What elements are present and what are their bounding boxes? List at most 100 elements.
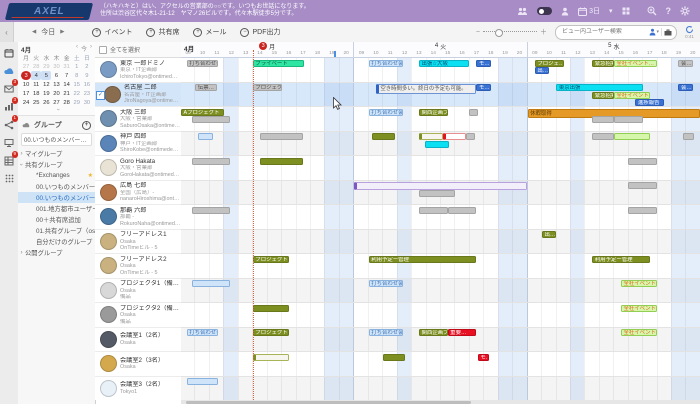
hour-cell[interactable] [656, 254, 671, 278]
hour-cell[interactable] [598, 254, 613, 278]
hour-cell[interactable] [483, 58, 497, 82]
hour-cell[interactable] [468, 303, 483, 327]
hour-cell[interactable] [367, 278, 382, 302]
hour-cell[interactable] [541, 376, 555, 400]
calendar-event[interactable]: 関西企画プ… [418, 329, 448, 336]
hour-cell[interactable] [181, 352, 194, 376]
hour-cell[interactable] [642, 205, 656, 229]
calendar-event[interactable]: プロジェクト… [252, 329, 289, 336]
hour-cell[interactable] [541, 180, 555, 204]
hour-cell[interactable] [454, 352, 468, 376]
mini-calendar-day[interactable]: 20 [53, 90, 60, 97]
hour-cell[interactable] [266, 205, 281, 229]
hour-cell[interactable] [252, 205, 266, 229]
calendar-event[interactable]: モ… [476, 84, 491, 91]
calendar-event[interactable] [383, 353, 405, 361]
hour-cell[interactable] [555, 327, 570, 351]
mini-calendar-expand[interactable]: › [54, 108, 60, 111]
hour-cell[interactable] [685, 254, 700, 278]
hour-cell[interactable] [382, 327, 396, 351]
calendar-event[interactable]: 出… [534, 67, 550, 74]
calendar-event[interactable]: モ… [477, 353, 490, 361]
hour-cell[interactable] [468, 254, 483, 278]
hour-cell[interactable] [613, 205, 627, 229]
person-icon[interactable] [561, 7, 569, 16]
mini-calendar-day[interactable]: 28 [63, 99, 70, 106]
statistics-module-icon[interactable]: 3 [0, 97, 18, 114]
hour-cell[interactable] [656, 205, 671, 229]
hour-cell[interactable] [382, 205, 396, 229]
hour-cell[interactable] [497, 254, 513, 278]
hour-cell[interactable] [411, 229, 425, 253]
zoom-in-icon[interactable]: ＋ [540, 29, 547, 36]
hour-cell[interactable] [541, 205, 555, 229]
hour-cell[interactable] [483, 82, 497, 106]
hour-cell[interactable] [367, 303, 382, 327]
hour-cell[interactable] [194, 278, 208, 302]
hour-cell[interactable] [252, 82, 266, 106]
hour-cell[interactable] [598, 376, 613, 400]
calendar-event[interactable] [418, 206, 448, 214]
hour-cell[interactable] [309, 180, 324, 204]
mini-calendar-day[interactable]: 29 [43, 63, 50, 70]
hour-cell[interactable] [281, 180, 295, 204]
calendar-module-icon[interactable] [0, 45, 18, 60]
hour-cell[interactable] [382, 180, 396, 204]
mini-calendar-day[interactable]: 3 [21, 71, 32, 80]
hour-cell[interactable] [598, 58, 613, 82]
user-card[interactable]: 会議室1（2名） Osaka [95, 327, 181, 352]
hour-cell[interactable] [642, 352, 656, 376]
calendar-event[interactable] [628, 157, 657, 165]
hour-cell[interactable] [671, 229, 686, 253]
hour-cell[interactable] [627, 303, 642, 327]
hour-cell[interactable] [584, 229, 598, 253]
hour-cell[interactable] [627, 205, 642, 229]
hour-cell[interactable] [411, 107, 425, 131]
hour-cell[interactable] [324, 303, 339, 327]
hour-cell[interactable] [281, 131, 295, 155]
hour-cell[interactable] [181, 83, 194, 107]
hour-cell[interactable] [411, 303, 425, 327]
briefcase-icon[interactable] [664, 29, 672, 36]
mini-calendar-day[interactable]: 19 [43, 90, 50, 97]
hour-cell[interactable] [324, 156, 339, 180]
hour-cell[interactable] [208, 327, 223, 351]
calendar-event[interactable]: 全社イベント… [621, 304, 657, 312]
hour-cell[interactable] [324, 205, 339, 229]
hour-cell[interactable] [555, 254, 570, 278]
hour-cell[interactable] [512, 205, 527, 229]
hour-cell[interactable] [208, 303, 223, 327]
hour-cell[interactable] [266, 327, 281, 351]
zoom-out-icon[interactable]: − [475, 28, 480, 36]
mini-calendar-day[interactable]: 5 [41, 71, 52, 80]
hour-cell[interactable] [483, 131, 497, 155]
hour-cell[interactable] [468, 229, 483, 253]
hour-cell[interactable] [555, 107, 570, 131]
hour-cell[interactable] [411, 278, 425, 302]
hour-cell[interactable] [541, 131, 555, 155]
mini-calendar-day[interactable]: 6 [54, 72, 59, 79]
hour-cell[interactable] [252, 303, 266, 327]
hour-cell[interactable] [512, 303, 527, 327]
hour-cell[interactable] [439, 278, 454, 302]
hour-cell[interactable] [223, 82, 238, 106]
calendar-event[interactable] [259, 157, 304, 165]
hour-cell[interactable] [324, 352, 339, 376]
calendar-event[interactable]: プロジェクト… [252, 84, 282, 91]
hour-cell[interactable] [555, 205, 570, 229]
hour-cell[interactable] [454, 107, 468, 131]
user-card[interactable]: フリーアドレス1 Osaka OnTimeビル - 5 [95, 229, 181, 254]
hour-cell[interactable] [613, 58, 627, 82]
hour-cell[interactable] [281, 205, 295, 229]
hour-cell[interactable] [252, 376, 266, 400]
zoom-slider[interactable]: − ＋ [476, 27, 547, 37]
hour-cell[interactable] [656, 180, 671, 204]
hour-cell[interactable] [382, 352, 396, 376]
hour-cell[interactable] [396, 376, 412, 400]
hour-cell[interactable] [194, 58, 208, 82]
hour-cell[interactable] [642, 327, 656, 351]
hour-cell[interactable] [367, 82, 382, 106]
hour-cell[interactable] [512, 376, 527, 400]
hour-cell[interactable] [411, 254, 425, 278]
hour-cell[interactable] [281, 278, 295, 302]
